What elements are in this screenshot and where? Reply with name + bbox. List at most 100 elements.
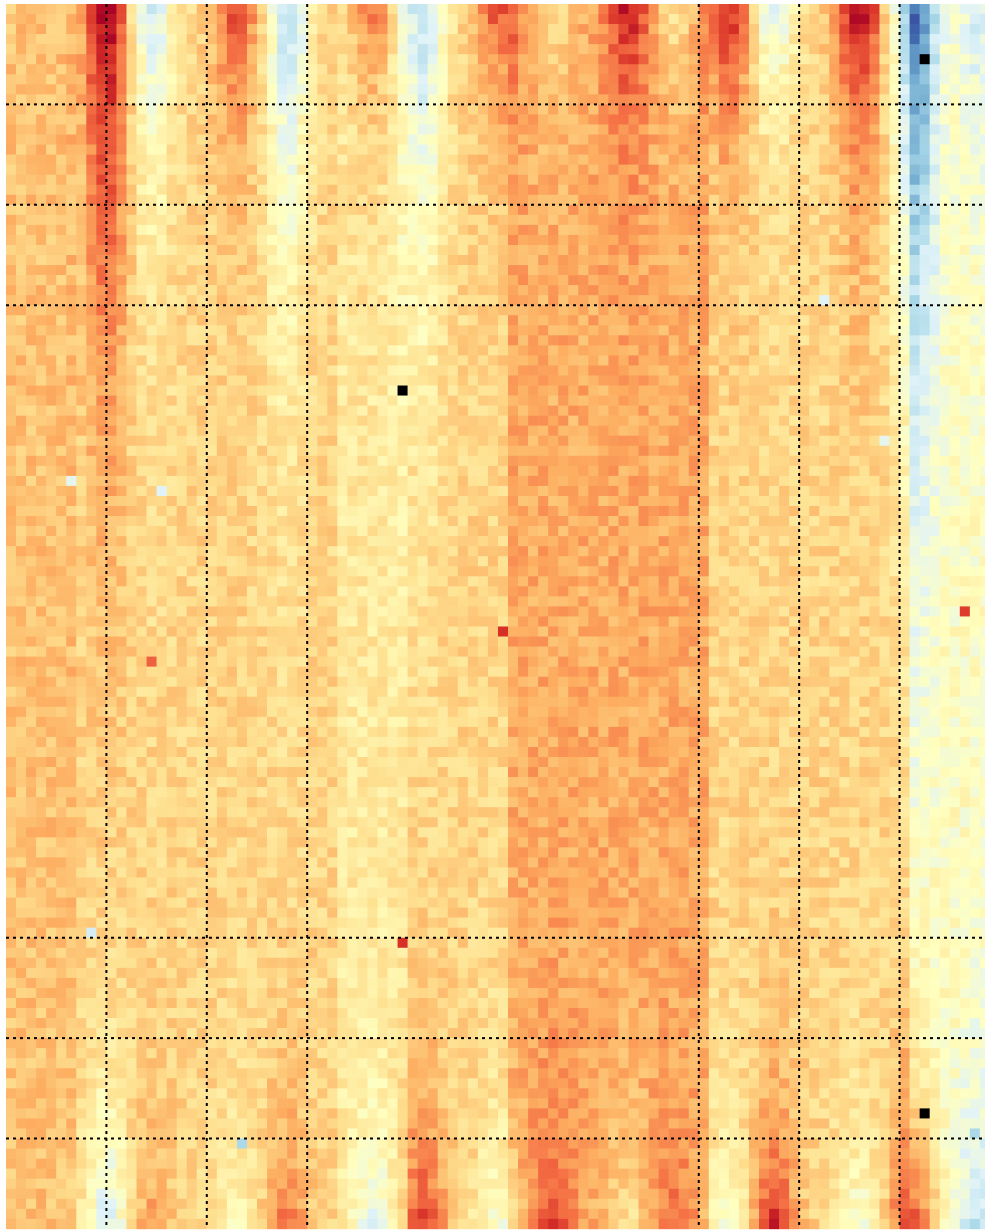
heatmap-cell bbox=[949, 164, 961, 175]
heatmap-cell bbox=[708, 475, 720, 487]
heatmap-cell bbox=[698, 495, 710, 507]
heatmap-cell bbox=[849, 234, 860, 246]
heatmap-cell bbox=[879, 124, 890, 135]
heatmap-cell bbox=[638, 104, 649, 115]
heatmap-cell bbox=[337, 415, 348, 426]
heatmap-cell bbox=[919, 84, 930, 95]
heatmap-cell bbox=[407, 24, 418, 35]
heatmap-cell bbox=[337, 445, 348, 457]
heatmap-cell bbox=[206, 506, 218, 517]
heatmap-cell bbox=[849, 285, 860, 296]
heatmap-cell bbox=[718, 285, 730, 296]
heatmap-cell bbox=[206, 355, 218, 366]
heatmap-cell bbox=[698, 345, 710, 356]
heatmap-cell bbox=[427, 84, 439, 95]
heatmap-cell bbox=[377, 285, 388, 296]
heatmap-cell bbox=[508, 435, 519, 447]
heatmap-cell bbox=[106, 455, 117, 467]
heatmap-cell bbox=[236, 285, 248, 296]
heatmap-cell bbox=[176, 475, 188, 487]
heatmap-cell bbox=[839, 255, 850, 266]
heatmap-cell bbox=[688, 74, 700, 85]
heatmap-cell bbox=[66, 465, 77, 477]
heatmap-cell bbox=[246, 365, 258, 376]
heatmap-cell bbox=[829, 114, 840, 125]
heatmap-cell bbox=[327, 295, 338, 306]
heatmap-cell bbox=[518, 345, 529, 356]
heatmap-cell bbox=[317, 335, 328, 346]
heatmap-cell bbox=[226, 114, 238, 125]
heatmap-cell bbox=[698, 265, 710, 276]
heatmap-cell bbox=[477, 114, 489, 125]
heatmap-cell bbox=[819, 345, 830, 356]
heatmap-cell bbox=[497, 295, 509, 306]
heatmap-cell bbox=[738, 285, 750, 296]
heatmap-cell bbox=[598, 244, 609, 256]
heatmap-cell bbox=[598, 14, 609, 25]
heatmap-cell bbox=[568, 405, 579, 416]
heatmap-cell bbox=[337, 325, 348, 336]
heatmap-cell bbox=[457, 375, 469, 386]
heatmap-cell bbox=[598, 315, 609, 326]
heatmap-cell bbox=[909, 385, 920, 396]
heatmap-cell bbox=[969, 14, 981, 25]
heatmap-cell bbox=[6, 506, 17, 517]
heatmap-cell bbox=[186, 244, 198, 256]
heatmap-cell bbox=[618, 405, 629, 416]
heatmap-cell bbox=[769, 44, 780, 55]
heatmap-cell bbox=[568, 445, 579, 457]
heatmap-cell bbox=[528, 285, 539, 296]
heatmap-cell bbox=[246, 54, 258, 65]
heatmap-cell bbox=[26, 104, 37, 115]
heatmap-cell bbox=[337, 335, 348, 346]
heatmap-cell bbox=[437, 435, 449, 447]
heatmap-cell bbox=[588, 64, 599, 75]
heatmap-cell bbox=[377, 134, 388, 145]
heatmap-cell bbox=[909, 124, 920, 135]
heatmap-cell bbox=[668, 164, 679, 175]
heatmap-cell bbox=[267, 114, 278, 125]
heatmap-cell bbox=[477, 285, 489, 296]
heatmap-cell bbox=[26, 315, 37, 326]
heatmap-cell bbox=[879, 425, 890, 437]
heatmap-cell bbox=[759, 224, 770, 236]
heatmap-cell bbox=[397, 114, 408, 125]
heatmap-cell bbox=[236, 54, 248, 65]
heatmap-cell bbox=[648, 174, 659, 186]
heatmap-cell bbox=[518, 506, 529, 517]
heatmap-cell bbox=[809, 184, 820, 196]
heatmap-cell bbox=[939, 194, 951, 206]
heatmap-cell bbox=[578, 465, 589, 477]
heatmap-cell bbox=[638, 34, 649, 45]
heatmap-cell bbox=[588, 124, 599, 135]
heatmap-cell bbox=[658, 134, 669, 145]
heatmap-cell bbox=[588, 164, 599, 175]
heatmap-cell bbox=[457, 265, 469, 276]
heatmap-cell bbox=[869, 124, 880, 135]
heatmap-cell bbox=[909, 365, 920, 376]
heatmap-cell bbox=[648, 475, 659, 487]
heatmap-cell bbox=[226, 375, 238, 386]
heatmap-cell bbox=[889, 194, 900, 206]
heatmap-cell bbox=[929, 234, 941, 246]
heatmap-cell bbox=[658, 305, 669, 316]
heatmap-cell bbox=[246, 154, 258, 165]
heatmap-cell bbox=[487, 415, 499, 426]
heatmap-cell bbox=[377, 124, 388, 135]
heatmap-cell bbox=[799, 405, 810, 416]
heatmap-cell bbox=[548, 84, 559, 95]
heatmap-cell bbox=[869, 184, 880, 196]
heatmap-cell bbox=[879, 144, 890, 155]
heatmap-cell bbox=[246, 375, 258, 386]
heatmap-cell bbox=[216, 84, 228, 95]
heatmap-cell bbox=[226, 124, 238, 135]
heatmap-cell bbox=[26, 94, 37, 105]
heatmap-cell bbox=[46, 375, 57, 386]
heatmap-cell bbox=[959, 224, 971, 236]
heatmap-cell bbox=[598, 465, 609, 477]
heatmap-cell bbox=[297, 335, 308, 346]
heatmap-cell bbox=[166, 194, 177, 206]
heatmap-cell bbox=[728, 425, 740, 437]
heatmap-cell bbox=[156, 335, 167, 346]
heatmap-cell bbox=[76, 315, 87, 326]
